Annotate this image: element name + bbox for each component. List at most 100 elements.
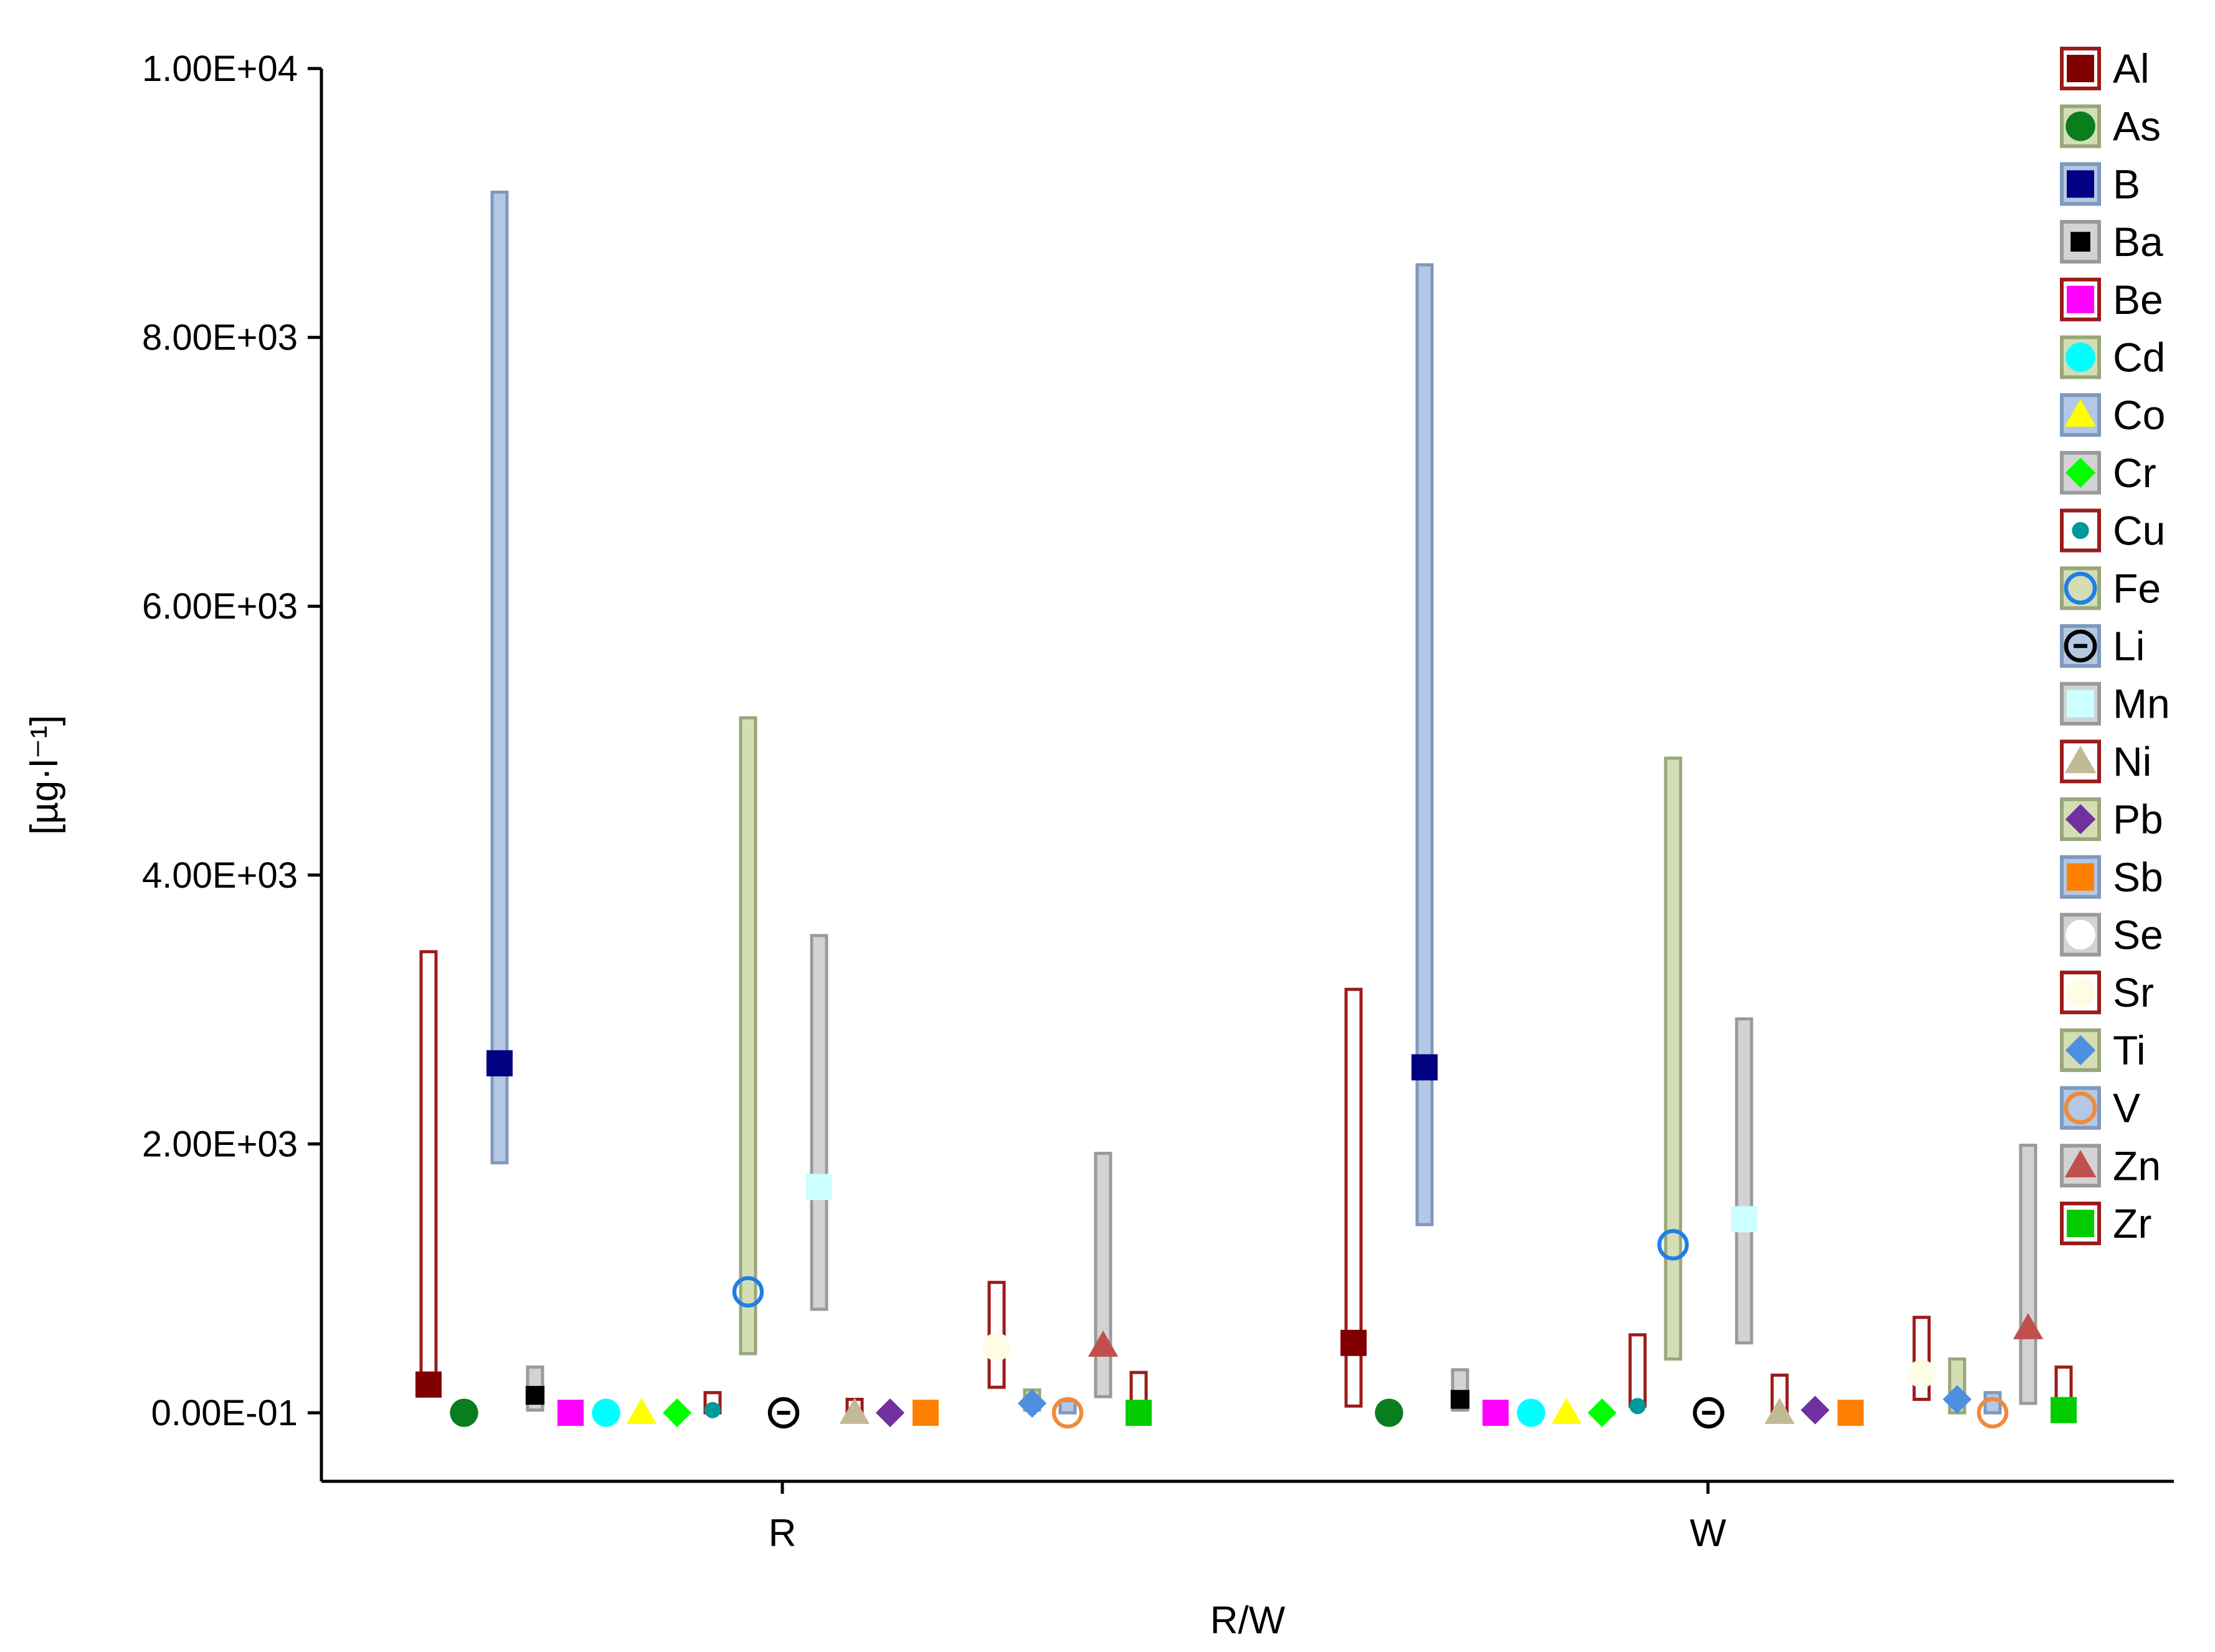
mean-marker	[1482, 1400, 1509, 1426]
legend-label: Cu	[2113, 508, 2165, 554]
range-box	[739, 716, 757, 1355]
series-be-w	[1482, 1400, 1509, 1426]
series-cd-w	[1517, 1398, 1545, 1427]
legend-label: Sr	[2113, 969, 2154, 1015]
mean-marker	[1629, 1398, 1646, 1415]
series-cr-w	[1587, 1398, 1617, 1428]
range-box	[810, 934, 828, 1311]
legend-marker	[2067, 170, 2094, 198]
x-tick-label: R	[769, 1512, 797, 1555]
legend-marker	[2067, 1210, 2094, 1237]
mean-marker	[662, 1398, 692, 1428]
legend-marker	[2065, 804, 2096, 835]
series-cu-w	[1628, 1333, 1647, 1415]
y-tick-label: 6.00E+03	[142, 586, 298, 627]
legend-label: Se	[2113, 912, 2163, 958]
legend-label: Mn	[2113, 681, 2170, 727]
series-sr-w	[1907, 1316, 1936, 1401]
series-al-w	[1340, 987, 1367, 1408]
legend-marker	[2066, 111, 2095, 141]
series-as-r	[450, 1398, 478, 1427]
y-tick-label: 1.00E+04	[142, 49, 298, 89]
mean-marker	[1051, 1397, 1084, 1429]
mean-marker	[1587, 1398, 1617, 1428]
series-fe-r	[732, 716, 764, 1355]
mean-marker	[415, 1371, 442, 1398]
axes	[320, 69, 2174, 1483]
legend-marker	[2072, 521, 2089, 539]
legend-item-sr: Sr	[2060, 969, 2154, 1015]
mean-marker	[732, 1276, 764, 1308]
legend-marker	[2070, 232, 2090, 252]
series-mn-w	[1731, 1017, 1757, 1345]
legend-item-b: B	[2060, 161, 2140, 207]
series-as-w	[1375, 1398, 1403, 1427]
range-box	[490, 191, 509, 1165]
mean-marker	[450, 1398, 478, 1427]
mean-marker	[947, 1398, 975, 1427]
mean-marker	[1838, 1400, 1864, 1426]
legend-item-mn: Mn	[2060, 681, 2170, 727]
legend-label: Ti	[2113, 1027, 2146, 1073]
x-axis-title: R/W	[1210, 1599, 1286, 1642]
legend-item-be: Be	[2060, 277, 2163, 323]
mean-marker	[1126, 1400, 1152, 1426]
legend-marker	[2067, 690, 2094, 718]
range-box	[1094, 1152, 1112, 1398]
legend-item-ti: Ti	[2060, 1027, 2146, 1073]
legend-label: Sb	[2113, 854, 2163, 900]
legend-label: V	[2113, 1085, 2140, 1131]
legend-item-pb: Pb	[2060, 796, 2163, 842]
series-pb-r	[875, 1398, 905, 1428]
legend-item-v: V	[2060, 1085, 2140, 1131]
mean-marker	[704, 1402, 721, 1418]
range-box	[1415, 263, 1434, 1227]
mean-marker	[1517, 1398, 1545, 1427]
legend-item-as: As	[2060, 103, 2161, 150]
legend-swatch	[2060, 220, 2101, 264]
legend-item-al: Al	[2060, 45, 2150, 92]
series-sb-r	[913, 1400, 939, 1426]
mean-marker	[1731, 1206, 1757, 1233]
legend-label: Pb	[2113, 796, 2163, 842]
legend-item-ni: Ni	[2060, 738, 2151, 784]
mean-marker	[1692, 1397, 1725, 1429]
legend-item-fe: Fe	[2060, 565, 2161, 611]
series-se-r	[947, 1398, 975, 1427]
series-co-r	[626, 1397, 657, 1424]
mean-marker	[1872, 1398, 1900, 1427]
legend-marker	[2064, 1150, 2097, 1177]
range-box	[1983, 1391, 2002, 1415]
y-ticks: 0.00E-01 2.00E+03 4.00E+03 6.00E+03 8.00E+03…	[142, 49, 321, 1433]
legend-label: Zn	[2113, 1142, 2161, 1189]
mean-marker	[557, 1400, 584, 1426]
mean-marker	[806, 1174, 832, 1200]
range-box	[419, 950, 438, 1388]
legend-marker	[2066, 919, 2095, 950]
mean-marker	[626, 1397, 657, 1424]
series-v-w	[1976, 1391, 2009, 1429]
series-v-r	[1051, 1397, 1084, 1429]
legend-item-cu: Cu	[2060, 508, 2165, 554]
legend-label: Zr	[2113, 1200, 2151, 1246]
legend-item-zr: Zr	[2060, 1200, 2151, 1246]
legend-item-cr: Cr	[2060, 450, 2156, 496]
legend-item-li: Li	[2060, 623, 2145, 669]
range-box	[1664, 756, 1682, 1361]
legend-marker	[2064, 629, 2097, 663]
legend-item-sb: Sb	[2060, 854, 2163, 900]
mean-marker	[767, 1397, 800, 1429]
mean-marker	[1800, 1395, 1830, 1425]
mean-marker	[1017, 1389, 1047, 1418]
legend-marker	[2065, 1035, 2096, 1066]
legend-marker	[2066, 977, 2095, 1007]
series-ti-r	[1017, 1388, 1047, 1418]
series-ba-r	[525, 1365, 545, 1412]
legend-label: Be	[2113, 277, 2163, 323]
mean-marker	[982, 1332, 1011, 1361]
series-cd-r	[592, 1398, 620, 1427]
legend-label: B	[2113, 161, 2140, 207]
legend-marker	[2066, 342, 2095, 373]
mean-marker	[1942, 1385, 1972, 1414]
